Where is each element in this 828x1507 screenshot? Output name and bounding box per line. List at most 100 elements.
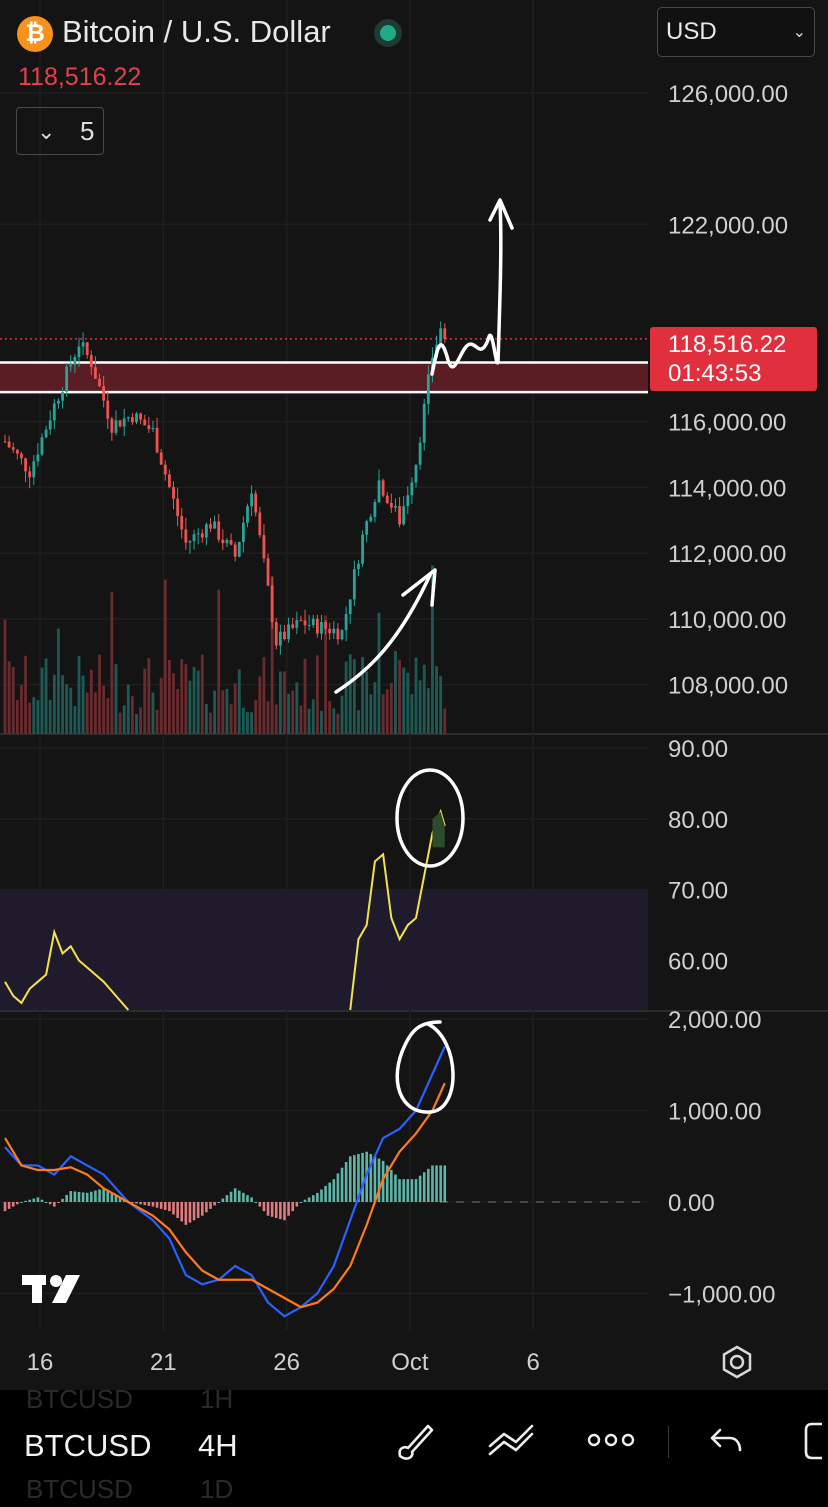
candle — [315, 618, 319, 634]
volume-bar — [221, 690, 225, 734]
candle — [365, 521, 369, 535]
macd-histogram-bar — [81, 1192, 85, 1202]
candle — [73, 357, 77, 365]
candle — [377, 480, 381, 503]
volume-bar — [151, 692, 155, 734]
candle — [348, 599, 352, 615]
rsi-line — [4, 928, 130, 1011]
candle — [311, 618, 315, 626]
interval-button[interactable]: 4H — [198, 1428, 238, 1463]
macd-histogram-bar — [357, 1154, 360, 1202]
chart-canvas[interactable]: 16 21 26 Oct 6 126,000.00 122,000.00 116,000.00… — [0, 0, 828, 1390]
volume-bar — [24, 655, 27, 734]
macd-histogram-bar — [242, 1192, 245, 1202]
macd-axis-label: −1,000.00 — [668, 1281, 775, 1308]
macd-histogram-bar — [225, 1195, 229, 1202]
candle — [163, 464, 167, 475]
volume-bar — [274, 704, 278, 734]
volume-bar — [258, 676, 262, 734]
candle — [7, 441, 11, 448]
volume-bar — [369, 694, 373, 734]
macd-histogram-bar — [274, 1202, 278, 1218]
volume-bar — [262, 657, 266, 734]
candle — [340, 630, 344, 640]
volume-bar — [299, 705, 303, 734]
volume-bar — [102, 685, 106, 734]
volume-bar — [254, 700, 258, 734]
volume-bar — [36, 700, 40, 734]
candle — [332, 628, 336, 634]
trend-line-icon[interactable] — [486, 1420, 538, 1460]
volume-bar — [57, 628, 60, 734]
redo-icon[interactable] — [802, 1420, 828, 1462]
macd-histogram-bar — [102, 1188, 105, 1202]
candle — [184, 529, 188, 543]
candle — [233, 544, 237, 557]
macd-histogram-bar — [209, 1202, 212, 1209]
volume-bar — [303, 658, 307, 734]
annotation-trend-arrow-head — [401, 568, 437, 607]
candle — [213, 521, 217, 529]
undo-icon[interactable] — [708, 1424, 744, 1456]
macd-histogram-bar — [192, 1202, 196, 1221]
macd-histogram-bar — [217, 1202, 221, 1203]
candle — [258, 512, 262, 536]
candle — [135, 413, 138, 423]
volume-bar — [180, 659, 184, 734]
macd-histogram-bar — [332, 1179, 336, 1202]
macd-histogram-bar — [155, 1202, 159, 1208]
macd-histogram-bar — [361, 1152, 364, 1202]
symbol-title[interactable]: Bitcoin / U.S. Dollar — [62, 14, 331, 49]
candle — [402, 506, 406, 525]
candle — [188, 541, 192, 543]
macd-histogram-bar — [435, 1165, 438, 1202]
candle — [221, 539, 225, 544]
candle — [196, 533, 200, 535]
candle — [250, 493, 253, 507]
candle — [262, 535, 266, 559]
more-icon[interactable] — [586, 1430, 636, 1450]
candle — [28, 471, 32, 478]
volume-bar — [270, 576, 274, 734]
macd-histogram-bar — [328, 1182, 331, 1202]
candle — [426, 374, 430, 404]
macd-histogram-bar — [57, 1202, 60, 1203]
macd-histogram-bar — [410, 1179, 414, 1202]
candle — [389, 502, 393, 508]
macd-histogram-bar — [28, 1199, 31, 1202]
symbol-button[interactable]: BTCUSD — [24, 1428, 152, 1463]
macd-histogram-bar — [159, 1202, 163, 1209]
candle — [85, 342, 89, 356]
volume-bar — [184, 664, 188, 734]
chevron-down-icon: ⌄ — [792, 24, 806, 41]
macd-histogram-bar — [118, 1197, 122, 1202]
interval-ghost-below: 1D — [200, 1474, 234, 1504]
macd-histogram-bar — [320, 1189, 323, 1202]
macd-histogram-bar — [439, 1165, 442, 1202]
price-tag-price: 118,516.22 — [668, 331, 787, 358]
candle — [15, 449, 19, 454]
currency-select[interactable]: USD ⌄ — [657, 7, 815, 57]
indicators-toggle[interactable]: ⌄ 5 — [16, 107, 104, 155]
volume-bar — [85, 692, 89, 734]
macd-histogram-bar — [229, 1191, 233, 1202]
volume-bar — [295, 682, 299, 734]
volume-bar — [233, 683, 237, 734]
candle — [131, 417, 134, 423]
volume-bar — [307, 708, 311, 734]
candle — [192, 534, 196, 542]
volume-bar — [241, 707, 245, 734]
chevron-down-icon: ⌄ — [37, 119, 56, 144]
volume-bar — [65, 684, 69, 734]
hand-drawn-annotations — [334, 198, 514, 1114]
volume-bar — [98, 654, 101, 734]
macd-histogram-bar — [98, 1189, 101, 1202]
symbol-ghost-below: BTCUSD — [26, 1474, 133, 1504]
chart-settings-icon[interactable] — [720, 1345, 754, 1379]
volume-bar — [336, 713, 340, 734]
volume-bar — [406, 672, 410, 734]
candle — [291, 624, 295, 628]
candle — [385, 495, 389, 503]
volume-bar — [324, 615, 327, 734]
draw-brush-icon[interactable] — [392, 1418, 438, 1464]
